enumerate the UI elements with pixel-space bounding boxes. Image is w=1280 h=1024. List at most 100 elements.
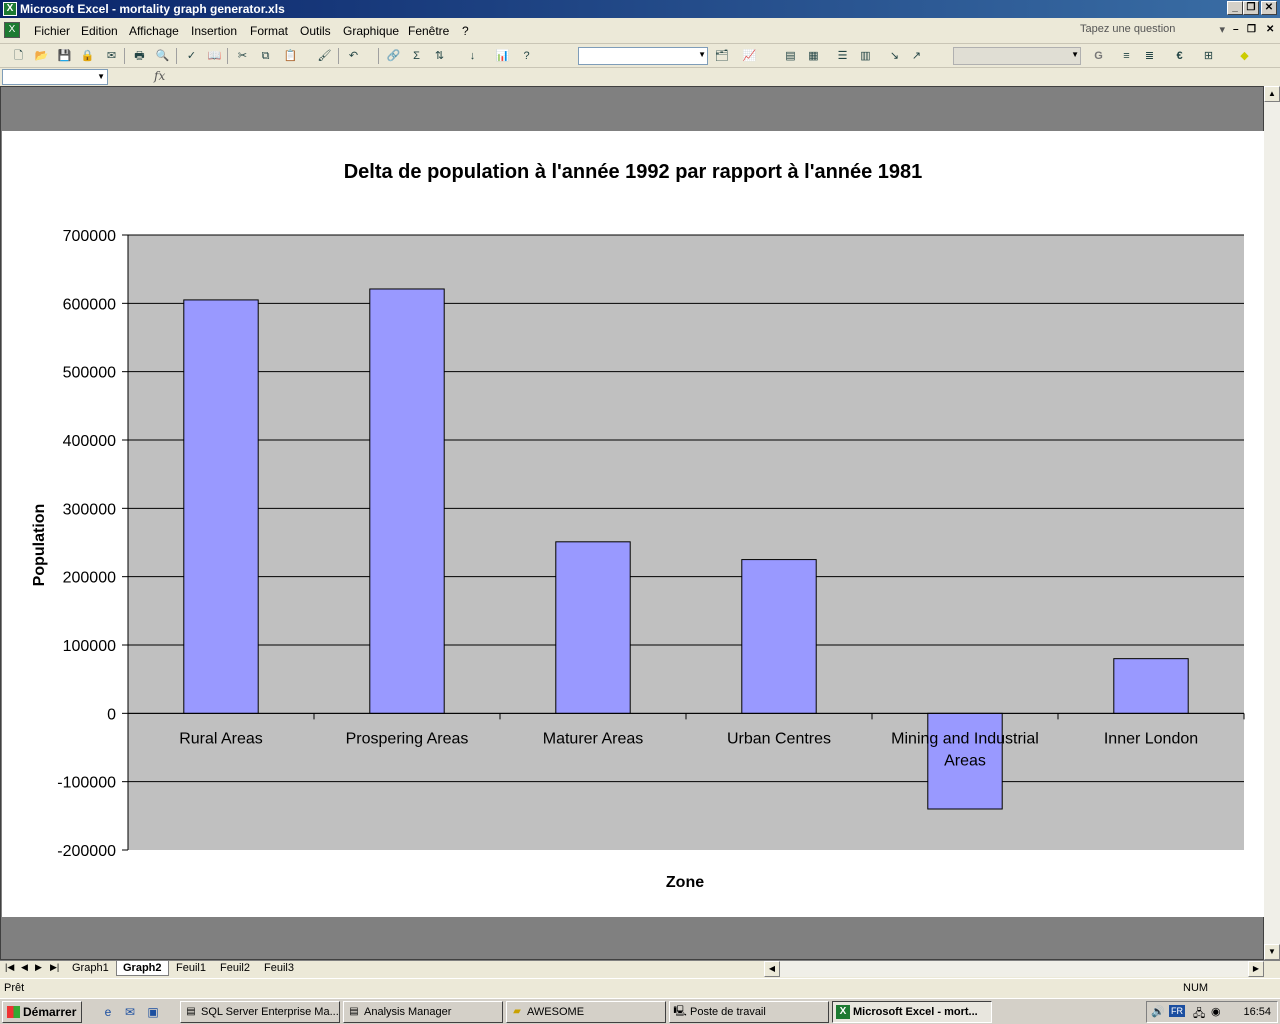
vertical-scrollbar[interactable]: ▲ ▼ (1264, 86, 1280, 960)
restore-button[interactable]: ❐ (1243, 1, 1259, 15)
tab-graph1[interactable]: Graph1 (72, 962, 109, 974)
menu-insertion[interactable]: Insertion (191, 24, 238, 38)
autosum-icon[interactable]: Σ (413, 50, 420, 62)
fill-color-icon[interactable]: ◆ (1240, 50, 1249, 62)
last-sheet-icon[interactable]: ▶| (50, 962, 60, 972)
chevron-down-icon[interactable]: ▾ (1219, 24, 1225, 36)
start-button[interactable]: Démarrer (2, 1001, 82, 1023)
bar-2[interactable] (369, 288, 445, 714)
chart-objects-combo[interactable]: ▼ (578, 47, 708, 65)
sort-ascending-icon[interactable]: ⇅ (434, 50, 445, 62)
angle-up-icon[interactable]: ↗ (911, 50, 922, 62)
menu-fichier[interactable]: Fichier (34, 24, 71, 38)
ie-icon[interactable]: e (104, 1005, 112, 1019)
align-center-icon[interactable]: ≡ (1123, 50, 1130, 62)
plot-area[interactable] (128, 235, 1244, 850)
permission-icon[interactable]: 🔒 (80, 50, 95, 62)
undo-icon[interactable]: ↶ (348, 50, 359, 62)
doc-minimize-button[interactable]: – (1233, 24, 1239, 35)
bold-button[interactable]: G (1094, 50, 1103, 62)
align-right-icon[interactable]: ≣ (1144, 50, 1155, 62)
volume-icon[interactable]: 🔊 (1151, 1006, 1165, 1018)
borders-icon[interactable]: ⊞ (1203, 50, 1214, 62)
language-indicator[interactable]: FR (1169, 1005, 1185, 1017)
bar-4[interactable] (741, 559, 817, 714)
copy-icon[interactable]: ⧉ (261, 50, 270, 62)
outlook-icon[interactable]: ✉ (124, 1005, 136, 1019)
workbook-icon[interactable]: X (4, 22, 20, 38)
horizontal-scrollbar[interactable]: ◀ ▶ (764, 961, 1264, 977)
by-row-icon[interactable]: ☰ (837, 50, 848, 62)
chart-title[interactable]: Delta de population à l'année 1992 par r… (344, 161, 923, 183)
bar-3[interactable] (555, 541, 631, 714)
menu-format[interactable]: Format (250, 24, 289, 38)
spelling-icon[interactable]: ✓ (186, 50, 197, 62)
email-icon[interactable]: ✉ (106, 50, 117, 62)
research-icon[interactable]: 📖 (207, 50, 222, 62)
tab-feuil1[interactable]: Feuil1 (176, 962, 206, 974)
menu-help[interactable]: ? (462, 24, 469, 38)
network-icon[interactable]: 🖧 (1193, 1008, 1206, 1020)
format-painter-icon[interactable]: 🖌 (317, 50, 332, 62)
tray-app-icon[interactable]: ◉ (1211, 1006, 1221, 1018)
chart-type-icon[interactable]: 📈 (742, 50, 757, 62)
task-analysis-manager[interactable]: ▤ Analysis Manager (343, 1001, 503, 1023)
x-axis-title[interactable]: Zone (666, 874, 704, 891)
menu-affichage[interactable]: Affichage (129, 24, 179, 38)
close-button[interactable]: ✕ (1261, 1, 1277, 15)
task-awesome-folder[interactable]: ▰ AWESOME (506, 1001, 666, 1023)
paste-icon[interactable]: 📋 (283, 50, 298, 62)
task-poste-de-travail[interactable]: 🖳 Poste de travail (669, 1001, 829, 1023)
by-column-icon[interactable]: ▥ (860, 50, 871, 62)
scroll-down-icon[interactable]: ▼ (1264, 944, 1280, 960)
cut-icon[interactable]: ✂ (237, 50, 248, 62)
print-icon[interactable]: 🖶 (134, 50, 145, 62)
chart-area[interactable]: 700000 600000 500000 400000 300000 200000 1000… (2, 131, 1264, 917)
chevron-down-icon[interactable]: ▼ (97, 72, 105, 81)
next-sheet-icon[interactable]: ▶ (35, 962, 42, 972)
menu-fenetre[interactable]: Fenêtre (408, 24, 450, 38)
bar-1[interactable] (183, 299, 259, 714)
scroll-right-icon[interactable]: ▶ (1248, 961, 1264, 977)
scroll-left-icon[interactable]: ◀ (764, 961, 780, 977)
angle-down-icon[interactable]: ↘ (889, 50, 900, 62)
doc-close-button[interactable]: ✕ (1266, 24, 1275, 35)
chevron-down-icon[interactable]: ▼ (1071, 50, 1079, 59)
sort-icon[interactable]: ↓ (469, 50, 476, 62)
doc-restore-button[interactable]: ❐ (1247, 24, 1256, 35)
legend-icon[interactable]: ▤ (785, 50, 796, 62)
save-icon[interactable]: 💾 (57, 50, 72, 62)
excel-app-icon[interactable]: X (3, 2, 17, 16)
print-preview-icon[interactable]: 🔍 (155, 50, 170, 62)
tab-feuil3[interactable]: Feuil3 (264, 962, 294, 974)
minimize-button[interactable]: _ (1227, 1, 1243, 15)
chart-svg[interactable]: 700000 600000 500000 400000 300000 200000 1000… (2, 131, 1264, 917)
tab-graph2[interactable]: Graph2 (116, 961, 169, 976)
menu-graphique[interactable]: Graphique (343, 24, 400, 38)
tab-feuil2[interactable]: Feuil2 (220, 962, 250, 974)
format-selection-icon[interactable]: 🗂 (714, 50, 729, 62)
menu-edition[interactable]: Edition (81, 24, 118, 38)
open-icon[interactable]: 📂 (34, 50, 49, 62)
first-sheet-icon[interactable]: |◀ (5, 962, 15, 972)
font-size-combo[interactable]: ▼ (953, 47, 1081, 65)
euro-button[interactable]: € (1176, 50, 1183, 62)
task-sql-server[interactable]: ▤ SQL Server Enterprise Ma... (180, 1001, 340, 1023)
scroll-up-icon[interactable]: ▲ (1264, 86, 1280, 102)
show-desktop-icon[interactable]: ▣ (147, 1005, 159, 1019)
menu-outils[interactable]: Outils (300, 24, 331, 38)
fx-icon[interactable]: fx (154, 69, 166, 83)
name-box[interactable]: ▼ (2, 69, 108, 85)
hyperlink-icon[interactable]: 🔗 (386, 50, 401, 62)
y-axis-title[interactable]: Population (31, 504, 48, 587)
new-icon[interactable]: 🗋 (14, 50, 23, 62)
prev-sheet-icon[interactable]: ◀ (21, 962, 28, 972)
chart-wizard-icon[interactable]: 📊 (495, 50, 510, 62)
chevron-down-icon[interactable]: ▼ (698, 50, 706, 59)
help-icon[interactable]: ? (523, 50, 530, 62)
data-table-icon[interactable]: ▦ (808, 50, 819, 62)
bar-6[interactable] (1113, 658, 1189, 714)
bar-5[interactable] (927, 712, 1003, 810)
task-excel[interactable]: X Microsoft Excel - mort... (832, 1001, 992, 1023)
question-input[interactable]: Tapez une question ▾ (1080, 23, 1225, 39)
